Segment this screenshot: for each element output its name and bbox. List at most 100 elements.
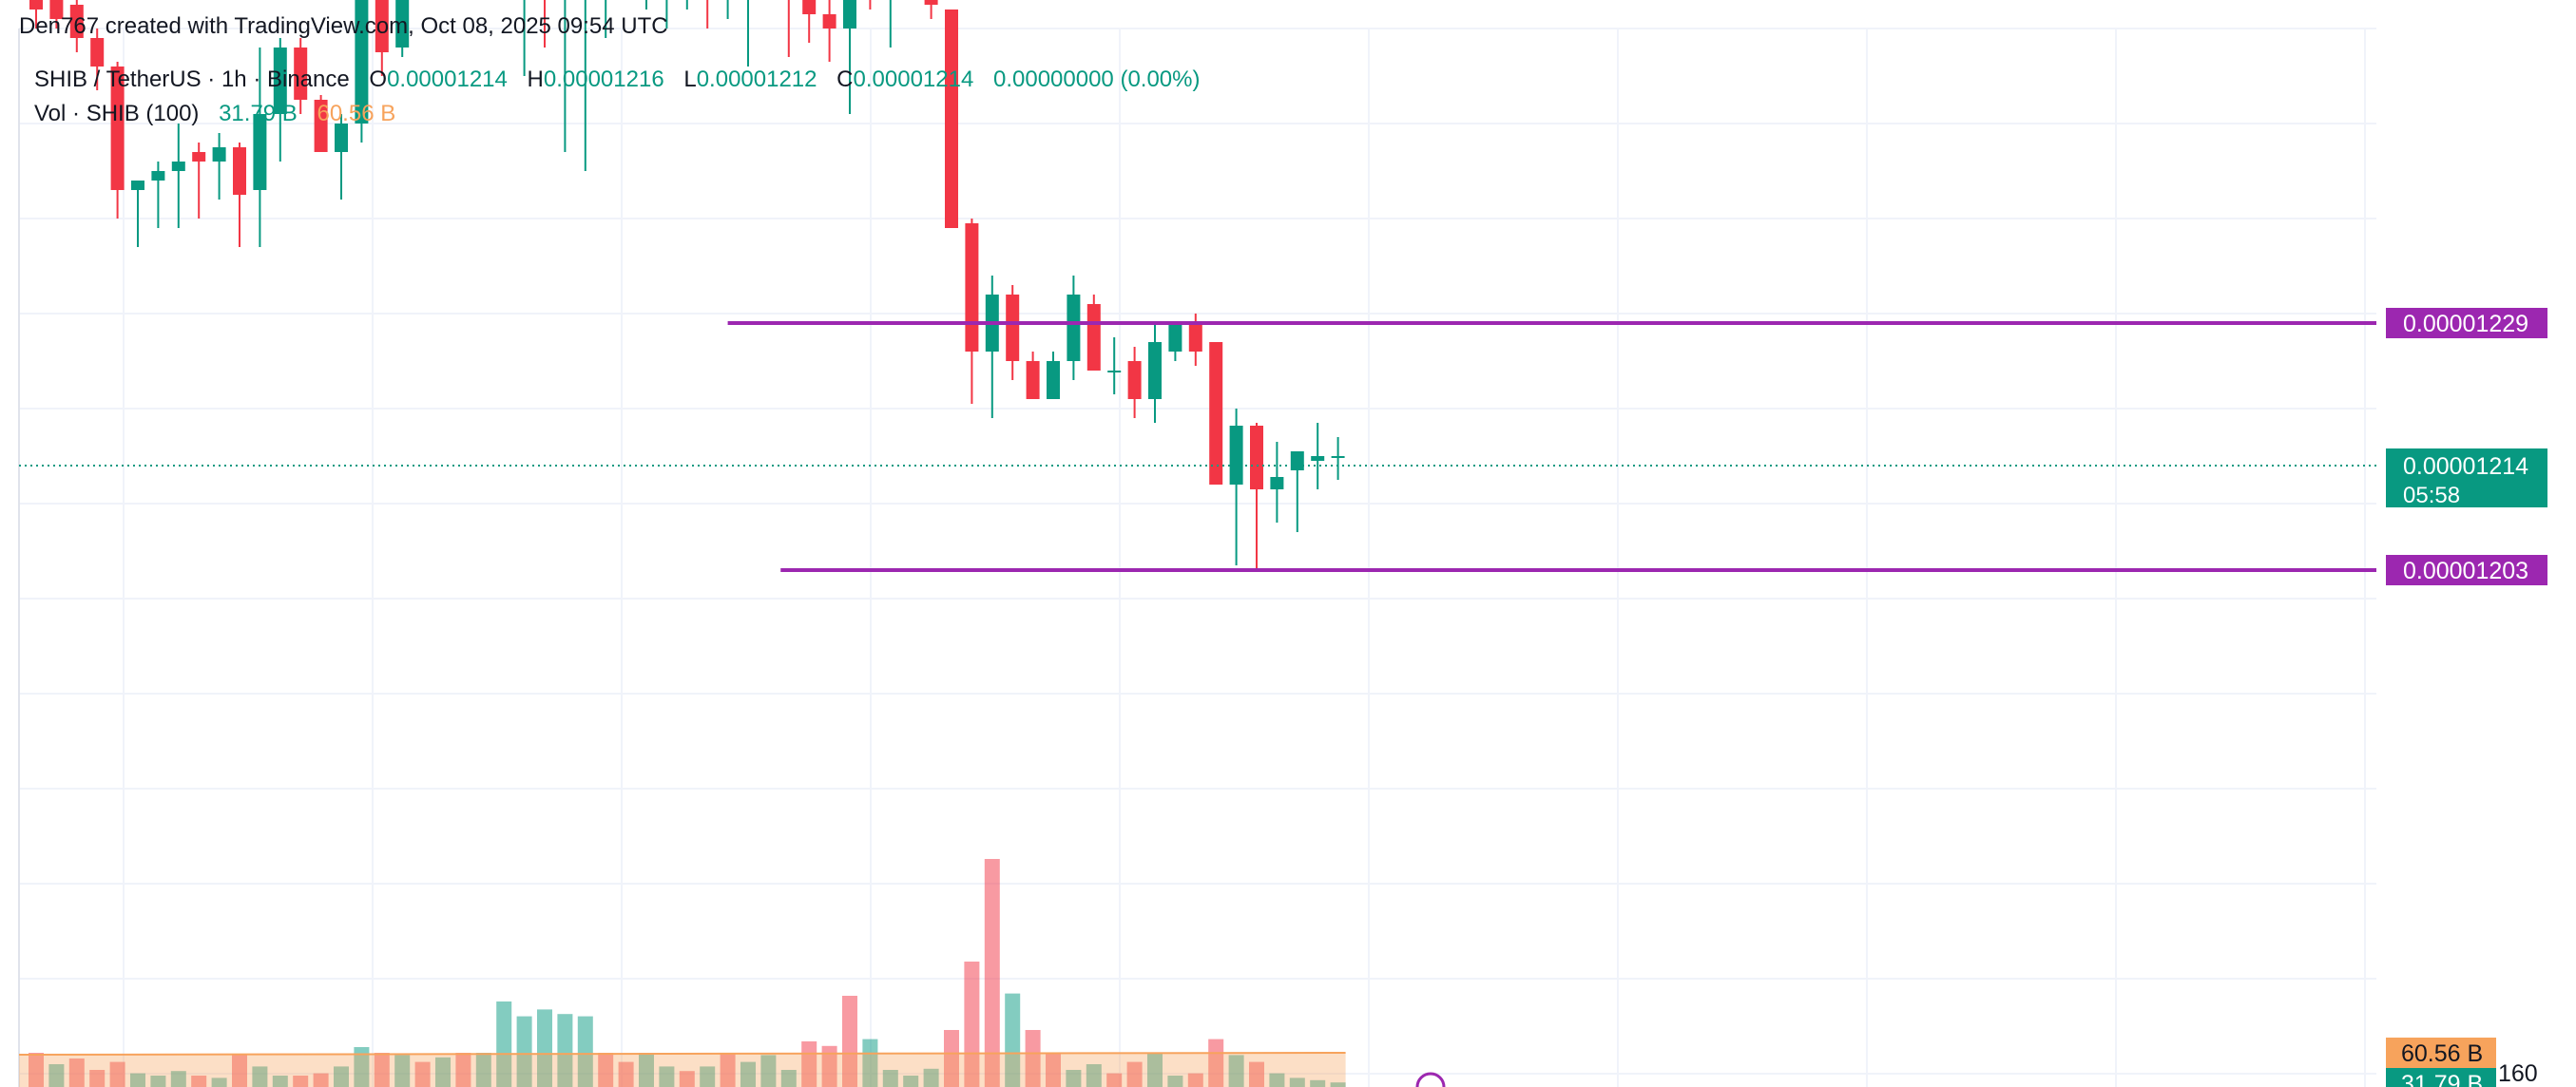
countdown-text: 05:58 — [2403, 483, 2460, 508]
candle — [1290, 451, 1304, 532]
chart-grid — [18, 28, 2376, 1087]
current-price-text: 0.00001214 — [2403, 453, 2528, 480]
horizontal-levels[interactable] — [19, 321, 2376, 572]
ohlc-legend[interactable]: SHIB / TetherUS · 1h · Binance O0.000012… — [34, 67, 1200, 93]
candle-body — [1331, 456, 1345, 458]
candle — [584, 0, 586, 171]
volume-bar — [313, 1073, 329, 1087]
candle — [544, 0, 546, 48]
volume-bar — [821, 1045, 837, 1087]
volume-bar — [252, 1066, 268, 1087]
volume-bar — [374, 1053, 390, 1087]
volume-ma-axis-label: 60.56 B — [2386, 1038, 2496, 1068]
candle-body — [171, 162, 185, 171]
candle — [1250, 423, 1263, 570]
volume-bar — [272, 1076, 288, 1087]
volume-bar — [232, 1055, 247, 1087]
candle-body — [212, 147, 226, 162]
candle — [1047, 352, 1060, 399]
volume-indicator-label[interactable]: Vol · SHIB (100) — [34, 101, 200, 126]
candle-body — [69, 5, 84, 38]
candle — [787, 0, 790, 57]
candle — [685, 0, 688, 10]
candle-body — [965, 223, 979, 352]
volume-ma-value: 60.56 B — [317, 101, 396, 126]
candle — [1086, 295, 1101, 371]
low-label: L — [683, 67, 697, 92]
candle-body — [1250, 426, 1263, 489]
candle-body — [395, 0, 410, 48]
candle — [395, 0, 410, 57]
volume-bar — [537, 1009, 552, 1087]
candle-body — [110, 67, 125, 190]
candle — [1168, 323, 1182, 361]
candle-body — [1311, 456, 1325, 461]
candle-body — [335, 124, 348, 152]
candle — [1311, 423, 1325, 489]
volume-bar — [1005, 993, 1021, 1087]
candle — [1331, 437, 1345, 480]
volume-bar — [191, 1076, 207, 1087]
volume-bar — [1147, 1053, 1163, 1087]
candle-body — [49, 0, 64, 19]
volume-bar — [496, 1001, 512, 1087]
volume-bar — [334, 1066, 349, 1087]
candle-body — [1006, 295, 1020, 361]
candle-body — [151, 171, 165, 181]
candle-body — [375, 0, 389, 52]
volume-bars — [18, 859, 1346, 1087]
volume-bar — [1310, 1079, 1326, 1087]
volume-bar — [435, 1057, 451, 1087]
candle-body — [1047, 361, 1060, 399]
candle — [1107, 337, 1122, 394]
volume-bar — [944, 1030, 959, 1087]
level-label-text: 0.00001229 — [2403, 311, 2528, 337]
volume-bar — [516, 1016, 532, 1087]
candle — [822, 0, 836, 62]
volume-bar — [1289, 1077, 1305, 1087]
candle-body — [90, 38, 105, 67]
candle-body — [843, 0, 856, 29]
candle — [843, 0, 856, 114]
volume-bar — [394, 1055, 411, 1087]
candle-body — [1209, 342, 1223, 485]
high-label: H — [527, 67, 544, 92]
candle — [49, 0, 64, 29]
candle-body — [1229, 426, 1243, 485]
volume-bar — [842, 996, 857, 1087]
volume-bar — [700, 1066, 716, 1087]
volume-bar — [1249, 1061, 1264, 1087]
current-price-label[interactable]: 0.00001214 05:58 — [2386, 448, 2547, 508]
volume-bar — [659, 1066, 675, 1087]
volume-bar — [618, 1061, 634, 1087]
candle-body — [1107, 371, 1122, 372]
symbol-label[interactable]: SHIB / TetherUS · 1h · Binance — [34, 67, 350, 92]
volume-bar — [598, 1053, 614, 1087]
candle — [1148, 323, 1162, 423]
volume-bar — [170, 1071, 186, 1087]
volume-bar — [1208, 1039, 1224, 1087]
candle-body — [314, 100, 328, 152]
candle — [1229, 409, 1243, 565]
volume-legend[interactable]: Vol · SHIB (100) 31.79 B 60.56 B — [34, 101, 395, 127]
candle — [375, 0, 389, 76]
volume-bar — [740, 1061, 756, 1087]
candle — [90, 29, 105, 90]
candle-body — [355, 0, 369, 124]
level-price-label[interactable]: 0.00001203 — [2386, 555, 2547, 585]
volume-ma-axis-text: 60.56 B — [2401, 1040, 2483, 1067]
candle-body — [273, 48, 287, 114]
candle — [212, 133, 226, 200]
volume-bar — [29, 1053, 44, 1087]
level-price-label[interactable]: 0.00001229 — [2386, 308, 2547, 338]
candle-body — [1168, 323, 1182, 352]
close-value: 0.00001214 — [853, 67, 974, 92]
change-value: 0.00000000 (0.00%) — [992, 67, 1201, 92]
volume-bar — [475, 1053, 491, 1087]
candle — [726, 0, 729, 19]
price-axis[interactable]: 0.000012600.000012500.000012400.00001220… — [1415, 0, 2547, 1087]
level-label-box — [2386, 555, 2547, 585]
volume-bar — [109, 1061, 125, 1087]
volume-bar — [557, 1014, 573, 1087]
